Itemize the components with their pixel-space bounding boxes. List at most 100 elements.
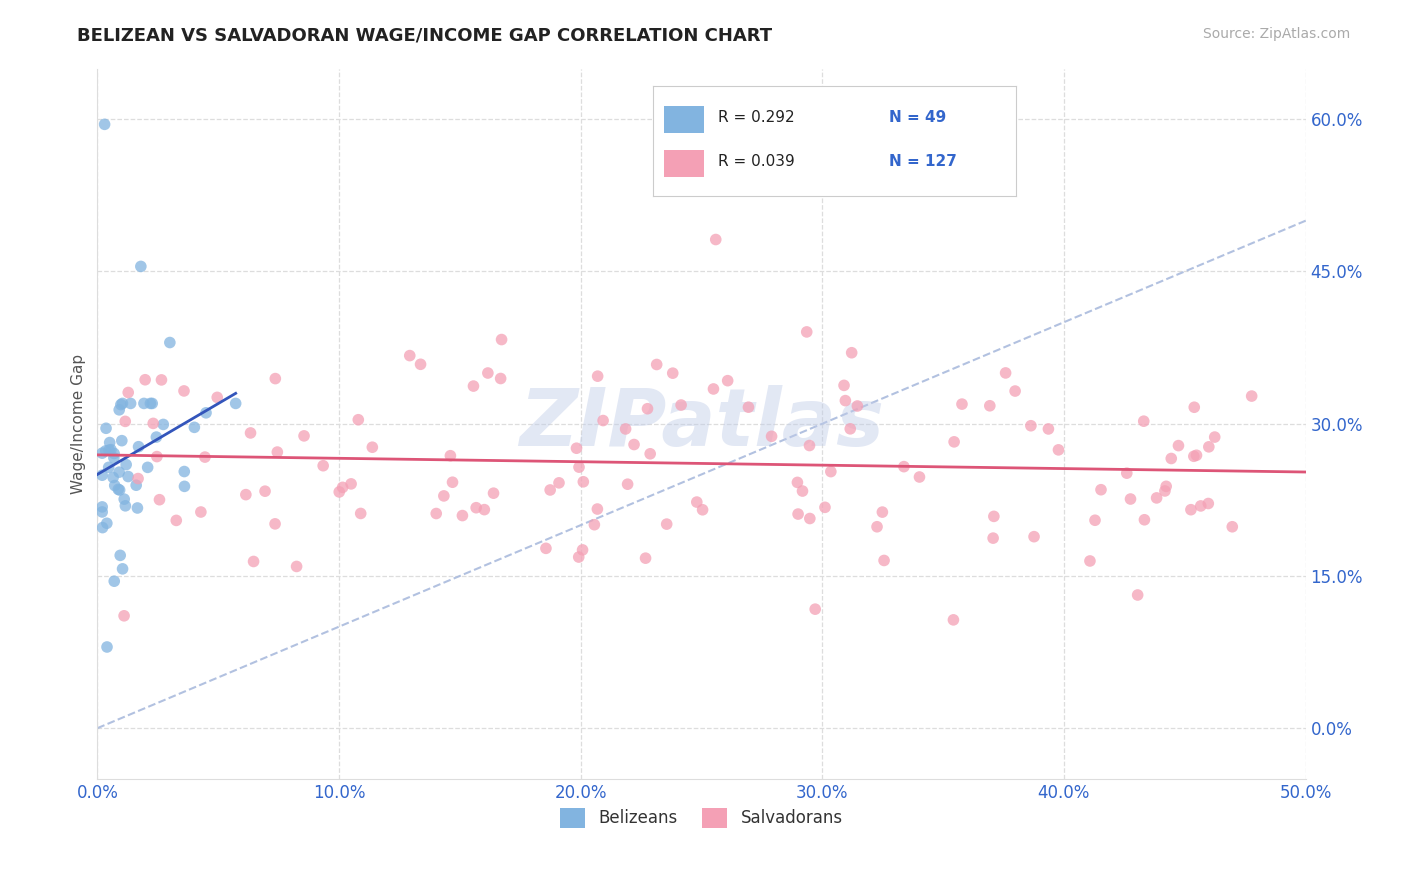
Point (692, 502, 714, 516)
Point (433, 489, 456, 503)
Point (637, 401, 659, 416)
Point (1019, 418, 1042, 433)
Point (398, 349, 420, 363)
Point (1119, 491, 1142, 506)
Point (1240, 389, 1263, 403)
Point (141, 396, 163, 410)
Point (1078, 554, 1101, 568)
Point (441, 475, 464, 490)
Text: BELIZEAN VS SALVADORAN WAGE/INCOME GAP CORRELATION CHART: BELIZEAN VS SALVADORAN WAGE/INCOME GAP C… (77, 27, 772, 45)
Point (1126, 588, 1149, 602)
Point (872, 505, 894, 519)
Point (942, 613, 965, 627)
Point (638, 447, 661, 461)
Point (100, 442, 122, 457)
Point (266, 445, 288, 459)
Point (173, 465, 195, 479)
Point (146, 450, 169, 464)
Point (1220, 520, 1243, 534)
Point (565, 441, 588, 455)
Point (110, 398, 132, 412)
Point (165, 513, 187, 527)
Point (1160, 451, 1182, 466)
Point (93, 117, 115, 131)
Point (409, 357, 432, 371)
Point (91, 446, 114, 460)
Point (1167, 439, 1189, 453)
Point (1132, 414, 1154, 428)
Point (132, 396, 155, 410)
Point (439, 449, 461, 463)
Point (538, 483, 561, 497)
Point (866, 520, 889, 534)
Point (592, 413, 614, 427)
Point (103, 446, 125, 460)
Point (1204, 430, 1226, 444)
Point (451, 508, 474, 523)
Point (328, 484, 350, 499)
Point (108, 465, 131, 479)
Point (150, 373, 173, 387)
Point (616, 477, 638, 491)
Point (994, 366, 1017, 380)
Point (981, 531, 1004, 545)
Point (101, 470, 124, 484)
Point (145, 430, 167, 444)
Point (159, 335, 181, 350)
Point (761, 429, 783, 443)
Point (1047, 442, 1070, 457)
Point (340, 476, 363, 491)
Point (1090, 483, 1112, 497)
Point (103, 450, 125, 465)
Point (1185, 448, 1208, 462)
Point (108, 549, 131, 563)
Point (717, 374, 740, 388)
Point (472, 502, 495, 516)
Point (482, 486, 505, 500)
Point (152, 417, 174, 432)
Point (586, 369, 609, 384)
Point (114, 499, 136, 513)
Point (1084, 513, 1107, 527)
Point (796, 325, 818, 339)
Point (332, 480, 354, 494)
Point (571, 542, 593, 557)
Point (623, 437, 645, 451)
Point (347, 413, 370, 427)
Point (91, 500, 114, 514)
Point (350, 507, 373, 521)
Point (1198, 440, 1220, 454)
Point (117, 385, 139, 400)
Point (111, 562, 134, 576)
Point (979, 399, 1001, 413)
Point (183, 420, 205, 434)
Point (655, 517, 678, 532)
Y-axis label: Wage/Income Gap: Wage/Income Gap (72, 353, 86, 494)
Point (489, 371, 512, 385)
Point (115, 458, 138, 472)
Point (264, 516, 287, 531)
Point (583, 517, 606, 532)
Point (792, 484, 814, 499)
Point (134, 373, 156, 387)
Point (91, 468, 114, 483)
Point (98, 435, 121, 450)
Point (127, 472, 149, 486)
Point (908, 470, 931, 484)
Point (225, 396, 247, 410)
Point (841, 345, 863, 359)
Point (1133, 513, 1156, 527)
Point (568, 460, 591, 475)
Point (1154, 479, 1177, 493)
Legend: Belizeans, Salvadorans: Belizeans, Salvadorans (553, 801, 849, 835)
Point (112, 608, 135, 623)
Point (1154, 483, 1177, 498)
Point (669, 398, 692, 412)
Point (799, 438, 821, 452)
Point (846, 399, 869, 413)
Point (125, 478, 148, 492)
Point (1022, 530, 1045, 544)
Point (254, 484, 277, 499)
Point (1182, 450, 1205, 464)
Text: ZIPatlas: ZIPatlas (519, 384, 884, 463)
